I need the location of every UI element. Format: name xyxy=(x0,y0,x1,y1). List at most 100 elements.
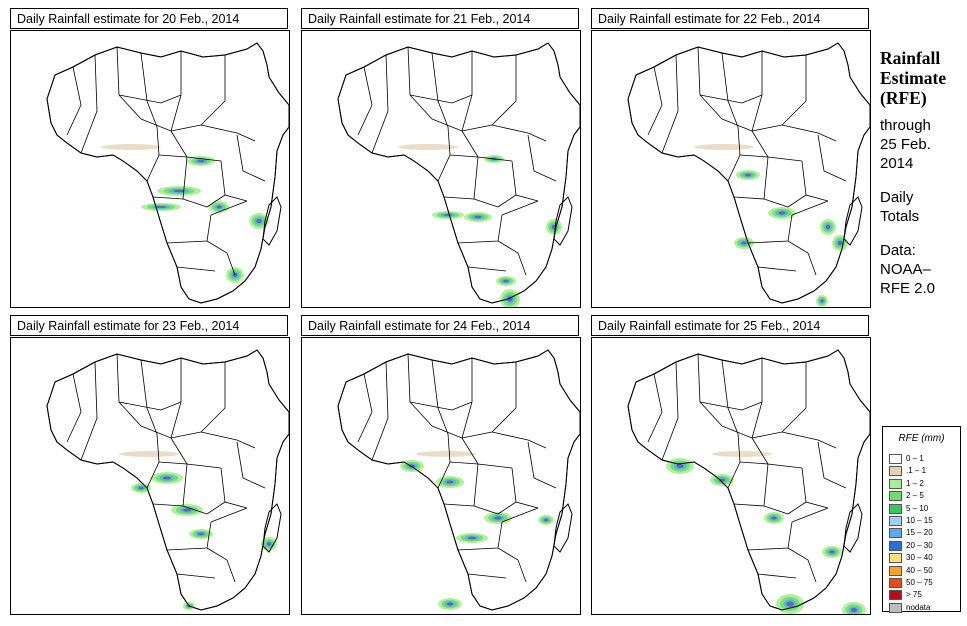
rainfall-map-20-feb xyxy=(10,30,290,308)
legend-item: 0 – 1 xyxy=(889,454,959,464)
legend-title: RFE (mm) xyxy=(883,433,960,447)
legend-item: 15 – 20 xyxy=(889,528,959,538)
light-rain-streak xyxy=(119,451,179,457)
legend-swatch xyxy=(889,578,902,588)
legend-swatch xyxy=(889,541,902,551)
africa-coastline xyxy=(338,43,580,303)
legend-label: 0 – 1 xyxy=(906,453,924,464)
legend-item: nodata xyxy=(889,603,959,613)
map-panel-1: Daily Rainfall estimate for 20 Feb., 201… xyxy=(10,8,290,308)
legend-label: 5 – 10 xyxy=(906,503,928,514)
side-info: Rainfall Estimate (RFE) through 25 Feb. … xyxy=(880,48,966,298)
map-panel-6: Daily Rainfall estimate for 25 Feb., 201… xyxy=(591,315,871,615)
rainfall-map-25-feb xyxy=(591,337,871,615)
map-panel-3: Daily Rainfall estimate for 22 Feb., 201… xyxy=(591,8,871,308)
legend-swatch xyxy=(889,603,902,613)
legend-swatch xyxy=(889,590,902,600)
legend-item: > 75 xyxy=(889,590,959,600)
legend-swatch xyxy=(889,566,902,576)
rain-patch xyxy=(822,546,842,558)
rain-patch xyxy=(438,598,462,610)
map-panel-5: Daily Rainfall estimate for 24 Feb., 201… xyxy=(301,315,581,615)
legend-swatch xyxy=(889,454,902,464)
side-title-line: (RFE) xyxy=(880,88,966,108)
legend-label: 2 – 5 xyxy=(906,490,924,501)
panel-title: Daily Rainfall estimate for 24 Feb., 201… xyxy=(301,315,579,336)
rainfall-map-21-feb xyxy=(301,30,581,308)
legend-swatch xyxy=(889,553,902,563)
rain-patch xyxy=(538,515,554,525)
legend-label: 30 – 40 xyxy=(906,552,933,563)
legend-label: 50 – 75 xyxy=(906,577,933,588)
rain-patch xyxy=(151,472,183,484)
legend-item: 40 – 50 xyxy=(889,566,959,576)
daily-label: Daily xyxy=(880,188,966,207)
rain-patch xyxy=(546,219,562,235)
data-product: RFE 2.0 xyxy=(880,279,966,298)
rainfall-map-24-feb xyxy=(301,337,581,615)
side-title-line: Estimate xyxy=(880,68,966,88)
legend-item: 50 – 75 xyxy=(889,578,959,588)
legend-swatch xyxy=(889,516,902,526)
legend-swatch xyxy=(889,466,902,476)
rain-patch xyxy=(436,476,464,488)
panel-title: Daily Rainfall estimate for 25 Feb., 201… xyxy=(591,315,869,336)
rain-patch xyxy=(816,295,828,307)
legend-item: .1 – 1 xyxy=(889,466,959,476)
through-year: 2014 xyxy=(880,154,966,173)
legend-item: 5 – 10 xyxy=(889,504,959,514)
legend-swatch xyxy=(889,491,902,501)
legend-item: 1 – 2 xyxy=(889,479,959,489)
panel-title: Daily Rainfall estimate for 22 Feb., 201… xyxy=(591,8,869,29)
panel-title: Daily Rainfall estimate for 23 Feb., 201… xyxy=(10,315,288,336)
panel-title: Daily Rainfall estimate for 20 Feb., 201… xyxy=(10,8,288,29)
legend-item: 10 – 15 xyxy=(889,516,959,526)
legend-item: 30 – 40 xyxy=(889,553,959,563)
africa-coastline xyxy=(628,350,870,610)
rain-patch xyxy=(710,474,734,486)
map-panel-2: Daily Rainfall estimate for 21 Feb., 201… xyxy=(301,8,581,308)
rain-patch xyxy=(432,211,464,219)
rain-patch xyxy=(456,533,488,543)
rain-patch xyxy=(832,235,848,251)
legend-label: 20 – 30 xyxy=(906,540,933,551)
data-label: Data: xyxy=(880,241,966,260)
legend-swatch xyxy=(889,528,902,538)
legend-label: 1 – 2 xyxy=(906,478,924,489)
through-label: through xyxy=(880,116,966,135)
legend-label: 15 – 20 xyxy=(906,527,933,538)
legend-item: 2 – 5 xyxy=(889,491,959,501)
rain-patch xyxy=(820,219,836,235)
rain-patch xyxy=(736,170,760,180)
panel-title: Daily Rainfall estimate for 21 Feb., 201… xyxy=(301,8,579,29)
rain-patch xyxy=(764,512,784,524)
through-date: 25 Feb. xyxy=(880,135,966,154)
rain-patch xyxy=(842,602,866,614)
data-source: NOAA– xyxy=(880,260,966,279)
side-title-line: Rainfall xyxy=(880,48,966,68)
legend-swatch xyxy=(889,479,902,489)
legend-label: .1 – 1 xyxy=(906,465,926,476)
rain-patch xyxy=(141,203,181,211)
legend-label: > 75 xyxy=(906,589,922,600)
totals-label: Totals xyxy=(880,207,966,226)
legend-label: nodata xyxy=(906,602,930,613)
legend-item: 20 – 30 xyxy=(889,541,959,551)
rfe-legend: RFE (mm) 0 – 1.1 – 1 1 – 22 – 5 5 – 10 10 –… xyxy=(882,426,961,612)
light-rain-streak xyxy=(101,144,161,150)
legend-swatch xyxy=(889,504,902,514)
light-rain-streak xyxy=(694,144,754,150)
map-panel-4: Daily Rainfall estimate for 23 Feb., 201… xyxy=(10,315,290,615)
legend-label: 10 – 15 xyxy=(906,515,933,526)
rain-patch xyxy=(496,276,516,286)
legend-label: 40 – 50 xyxy=(906,565,933,576)
rain-patch xyxy=(776,594,804,614)
rain-patch xyxy=(666,458,694,474)
rainfall-map-22-feb xyxy=(591,30,871,308)
rain-patch xyxy=(464,212,492,222)
rain-patch xyxy=(209,201,229,213)
rain-patch xyxy=(157,186,201,196)
africa-coastline xyxy=(47,43,289,303)
light-rain-streak xyxy=(416,451,476,457)
rainfall-map-23-feb xyxy=(10,337,290,615)
